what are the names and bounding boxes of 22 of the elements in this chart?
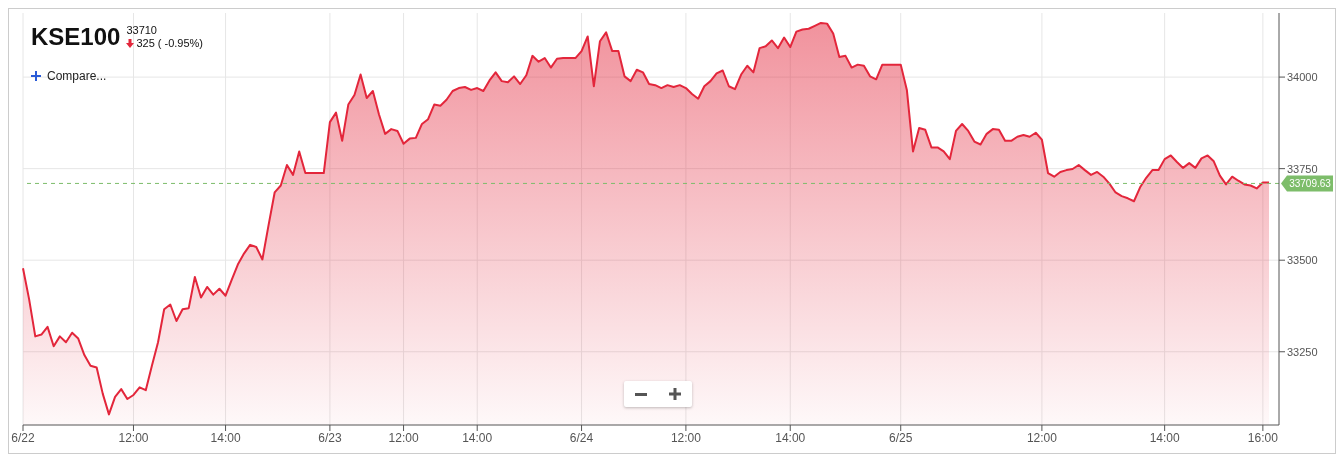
x-tick-label: 16:00 [1247,430,1279,445]
x-tick-label: 12:00 [118,430,149,445]
x-tick-label: 14:00 [210,430,241,445]
x-tick-label: 14:00 [775,430,806,445]
x-tick-label: 6/22 [11,430,35,445]
x-tick-label: 12:00 [1026,430,1058,445]
x-tick-label: 6/25 [889,430,913,445]
y-tick-label: 33750 [1287,162,1318,175]
text: 33710 [126,24,158,37]
y-tick-label: 33500 [1287,254,1318,267]
x-tick-label: 14:00 [462,430,493,445]
annotation: Compare... [47,69,107,83]
y-tick-label: 33250 [1287,345,1318,358]
ref-line-label: 33709.63 [1289,178,1332,190]
chart-title: KSE100 [31,23,121,51]
x-tick-label: 12:00 [388,430,419,445]
y-tick-label: 34000 [1287,70,1318,83]
x-tick-label: 6/24 [569,430,594,445]
x-tick-label: 12:00 [670,430,702,445]
x-tick-label: 14:00 [1149,430,1180,445]
x-tick-label: 6/23 [318,430,342,445]
annotation: 325 ( -0.95%) [136,37,204,50]
